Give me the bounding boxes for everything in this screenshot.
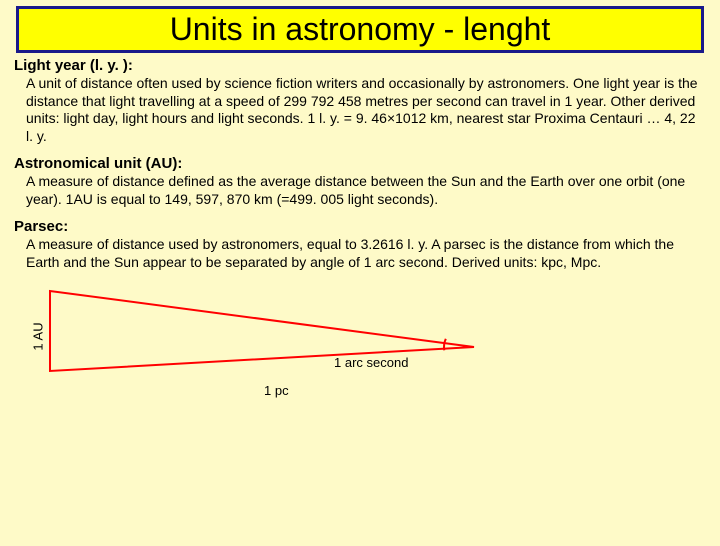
heading-au: Astronomical unit (AU): bbox=[14, 155, 706, 172]
heading-parsec: Parsec: bbox=[14, 218, 706, 235]
body-au: A measure of distance defined as the ave… bbox=[14, 173, 706, 208]
section-au: Astronomical unit (AU): A measure of dis… bbox=[14, 155, 706, 208]
label-1pc: 1 pc bbox=[264, 383, 289, 398]
label-1au: 1 AU bbox=[31, 322, 46, 350]
title-bar: Units in astronomy - lenght bbox=[16, 6, 704, 53]
section-light-year: Light year (l. y. ): A unit of distance … bbox=[14, 57, 706, 145]
section-parsec: Parsec: A measure of distance used by as… bbox=[14, 218, 706, 271]
parsec-triangle-svg bbox=[34, 285, 654, 405]
body-light-year: A unit of distance often used by science… bbox=[14, 75, 706, 145]
page-title: Units in astronomy - lenght bbox=[170, 11, 551, 47]
triangle-shape bbox=[50, 291, 474, 371]
label-arc-second: 1 arc second bbox=[334, 355, 408, 370]
body-parsec: A measure of distance used by astronomer… bbox=[14, 236, 706, 271]
heading-light-year: Light year (l. y. ): bbox=[14, 57, 706, 74]
parsec-diagram: 1 AU 1 arc second 1 pc bbox=[34, 285, 654, 405]
